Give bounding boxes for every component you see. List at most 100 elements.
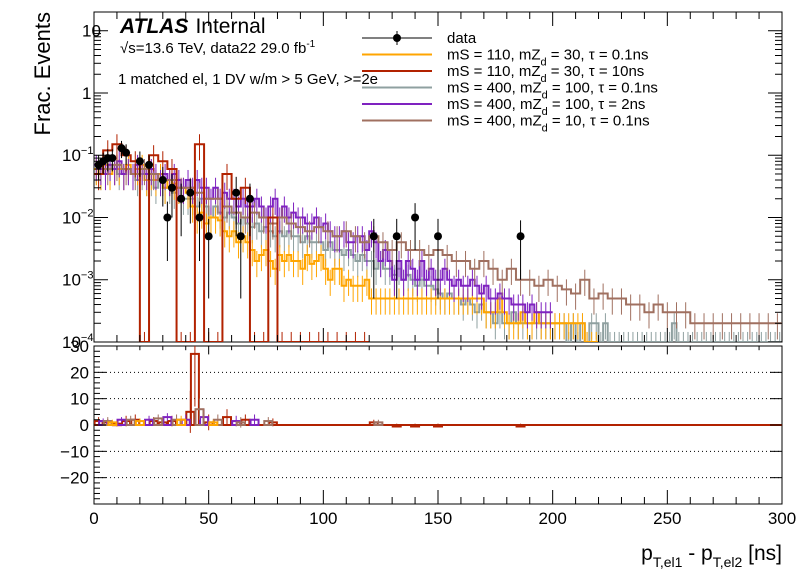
legend-item: mS = 110, mZd = 30, τ = 10ns	[362, 63, 644, 85]
legend-label: mS = 400, mZd = 100, τ = 2ns	[447, 96, 645, 118]
data-point	[167, 183, 176, 192]
x-title-sub2: T,el2	[713, 554, 743, 570]
ratio-bar	[107, 421, 118, 427]
x-axis-title: pT,el1 - pT,el2 [ns]	[641, 542, 782, 570]
ratio-y-tick-label: −20	[60, 469, 89, 488]
legend-label-sub: d	[542, 90, 548, 102]
legend-label-rest: = 100, τ = 2ns	[548, 96, 646, 113]
ratio-bar	[194, 408, 205, 427]
ratio-bar	[373, 421, 384, 427]
ratio-bar	[515, 424, 526, 428]
ratio-bar	[134, 420, 145, 426]
ratio-bar	[410, 424, 421, 428]
ratio-bar	[162, 416, 173, 427]
y-tick-label: 10−4	[62, 332, 93, 352]
ratio-y-tick-label: 10	[70, 390, 89, 409]
data-point	[369, 232, 378, 241]
legend-swatch-marker	[393, 34, 401, 42]
ratio-bar	[235, 421, 246, 427]
x-title-p1: p	[641, 542, 653, 565]
selection-text: 1 matched el, 1 DV w/m > 5 GeV, >=2e	[118, 71, 378, 88]
ratio-y-tick-label: 30	[70, 337, 89, 356]
ratio-y-tick-label: −10	[60, 442, 89, 461]
x-tick-label: 100	[309, 509, 337, 528]
legend-label: mS = 110, mZd = 30, τ = 0.1ns	[447, 47, 648, 69]
ratio-series	[94, 346, 526, 433]
x-tick-label: 300	[768, 509, 796, 528]
legend-label: data	[447, 30, 477, 47]
legend-label-sub: d	[541, 57, 547, 69]
legend-label-part: mS = 400, mZ	[447, 113, 542, 130]
data-points	[94, 140, 525, 299]
y-tick-label: 1	[82, 84, 91, 103]
ratio-bar	[116, 418, 127, 427]
ratio-bar	[263, 420, 274, 426]
lumi-unit-sup: -1	[306, 39, 315, 50]
legend-label-rest: = 10, τ = 0.1ns	[548, 113, 650, 130]
data-point	[434, 232, 442, 241]
y-tick-label: 10	[82, 22, 101, 41]
data-point	[392, 232, 401, 241]
data-point	[516, 232, 525, 241]
legend-label: mS = 400, mZd = 10, τ = 0.1ns	[447, 113, 650, 135]
atlas-label: ATLAS Internal	[119, 15, 265, 38]
ratio-bar	[249, 418, 260, 427]
y-tick-exp: −3	[81, 270, 94, 282]
ratio-y-tick-label: 20	[70, 363, 89, 382]
energy-lumi-main: √s=13.6 TeV, data22 29.0 fb	[120, 40, 306, 57]
ratio-bar	[433, 424, 443, 428]
legend-label-sub: d	[542, 123, 548, 135]
data-point	[411, 213, 420, 222]
hist-line	[94, 160, 553, 314]
y-tick-exp: −1	[81, 145, 94, 157]
legend-item: data	[362, 30, 477, 47]
x-tick-label: 50	[199, 509, 218, 528]
y-tick-label: 10−2	[62, 207, 93, 227]
y-tick-base: 10	[62, 146, 81, 165]
x-title-sub1: T,el1	[653, 554, 683, 570]
data-point	[163, 213, 172, 222]
ratio-bar	[144, 418, 155, 427]
legend-label-sub: d	[541, 73, 547, 85]
data-point	[122, 148, 131, 157]
y-tick-base: 1	[82, 84, 91, 103]
y-tick-label: 10−1	[62, 145, 93, 165]
legend-label-rest: = 100, τ = 0.1ns	[548, 80, 658, 97]
y-tick-base: 10	[62, 208, 81, 227]
y-tick-base: 10	[62, 271, 81, 290]
x-tick-label: 250	[653, 509, 681, 528]
legend-label: mS = 400, mZd = 100, τ = 0.1ns	[447, 80, 658, 102]
atlas-logo-text: ATLAS	[119, 15, 188, 38]
legend-item: mS = 400, mZd = 10, τ = 0.1ns	[362, 113, 650, 135]
y-tick-base: 10	[62, 333, 81, 352]
data-point	[177, 194, 186, 203]
x-tick-label: 150	[424, 509, 452, 528]
y-axis-title: Frac. Events	[30, 12, 55, 135]
ratio-bar	[391, 424, 402, 428]
hist-line	[94, 143, 370, 342]
legend-label-part: mS = 400, mZ	[447, 96, 542, 113]
y-tick-exp: −4	[81, 332, 94, 344]
legend-label: mS = 110, mZd = 30, τ = 10ns	[447, 63, 644, 85]
ratio-y-tick-label: 0	[80, 416, 89, 435]
energy-lumi-text: √s=13.6 TeV, data22 29.0 fb-1	[120, 39, 316, 57]
data-point	[195, 213, 204, 222]
legend-label-part: mS = 400, mZ	[447, 80, 542, 97]
data-point	[232, 188, 241, 197]
data-point	[236, 232, 245, 241]
x-tick-label: 200	[538, 509, 566, 528]
ratio-bar	[222, 416, 233, 427]
legend-label-rest: = 30, τ = 0.1ns	[547, 47, 649, 64]
ratio-bar	[125, 418, 136, 427]
data-point	[204, 232, 213, 241]
ratio-bar	[176, 418, 187, 427]
data-point	[135, 157, 144, 166]
x-tick-label: 0	[89, 509, 98, 528]
ratio-bar	[153, 417, 164, 426]
legend-item: mS = 400, mZd = 100, τ = 0.1ns	[362, 80, 658, 102]
y-tick-base: 10	[82, 22, 101, 41]
legend-label-rest: = 30, τ = 10ns	[547, 63, 645, 80]
data-point	[145, 160, 154, 169]
